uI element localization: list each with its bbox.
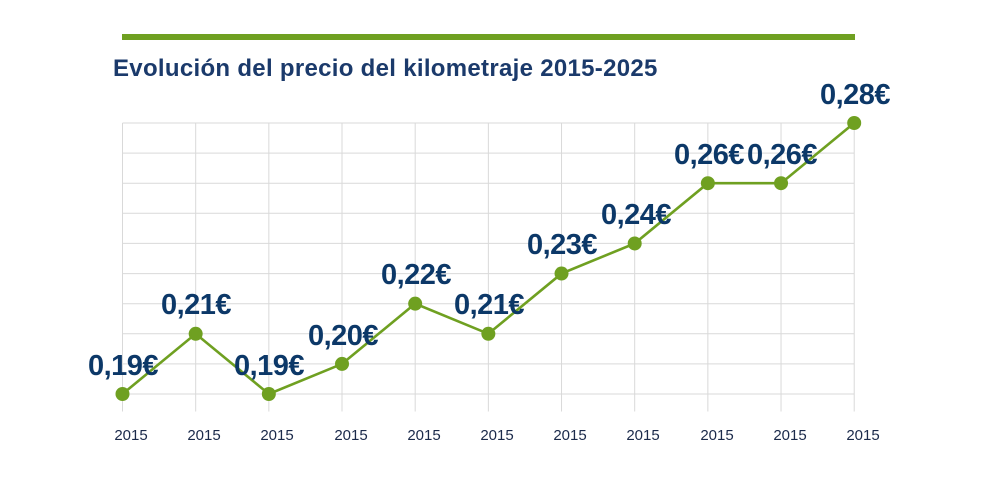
svg-text:0,26€: 0,26€ [674, 139, 744, 171]
svg-text:0,22€: 0,22€ [381, 259, 451, 291]
svg-text:2015: 2015 [846, 427, 879, 444]
svg-text:2015: 2015 [260, 427, 293, 444]
svg-text:2015: 2015 [480, 427, 513, 444]
svg-text:2015: 2015 [334, 427, 367, 444]
svg-text:0,24€: 0,24€ [601, 199, 671, 231]
svg-text:0,23€: 0,23€ [527, 229, 597, 261]
svg-text:2015: 2015 [553, 427, 586, 444]
svg-text:0,21€: 0,21€ [454, 289, 524, 321]
svg-text:0,26€: 0,26€ [747, 139, 817, 171]
svg-text:0,28€: 0,28€ [820, 79, 890, 111]
svg-text:2015: 2015 [626, 427, 659, 444]
svg-text:0,19€: 0,19€ [88, 350, 158, 382]
svg-text:2015: 2015 [700, 427, 733, 444]
svg-text:2015: 2015 [773, 427, 806, 444]
svg-text:2015: 2015 [407, 427, 440, 444]
svg-text:0,21€: 0,21€ [161, 289, 231, 321]
svg-text:2015: 2015 [187, 427, 220, 444]
svg-text:2015: 2015 [114, 427, 147, 444]
svg-text:0,19€: 0,19€ [234, 350, 304, 382]
svg-text:0,20€: 0,20€ [308, 320, 378, 352]
